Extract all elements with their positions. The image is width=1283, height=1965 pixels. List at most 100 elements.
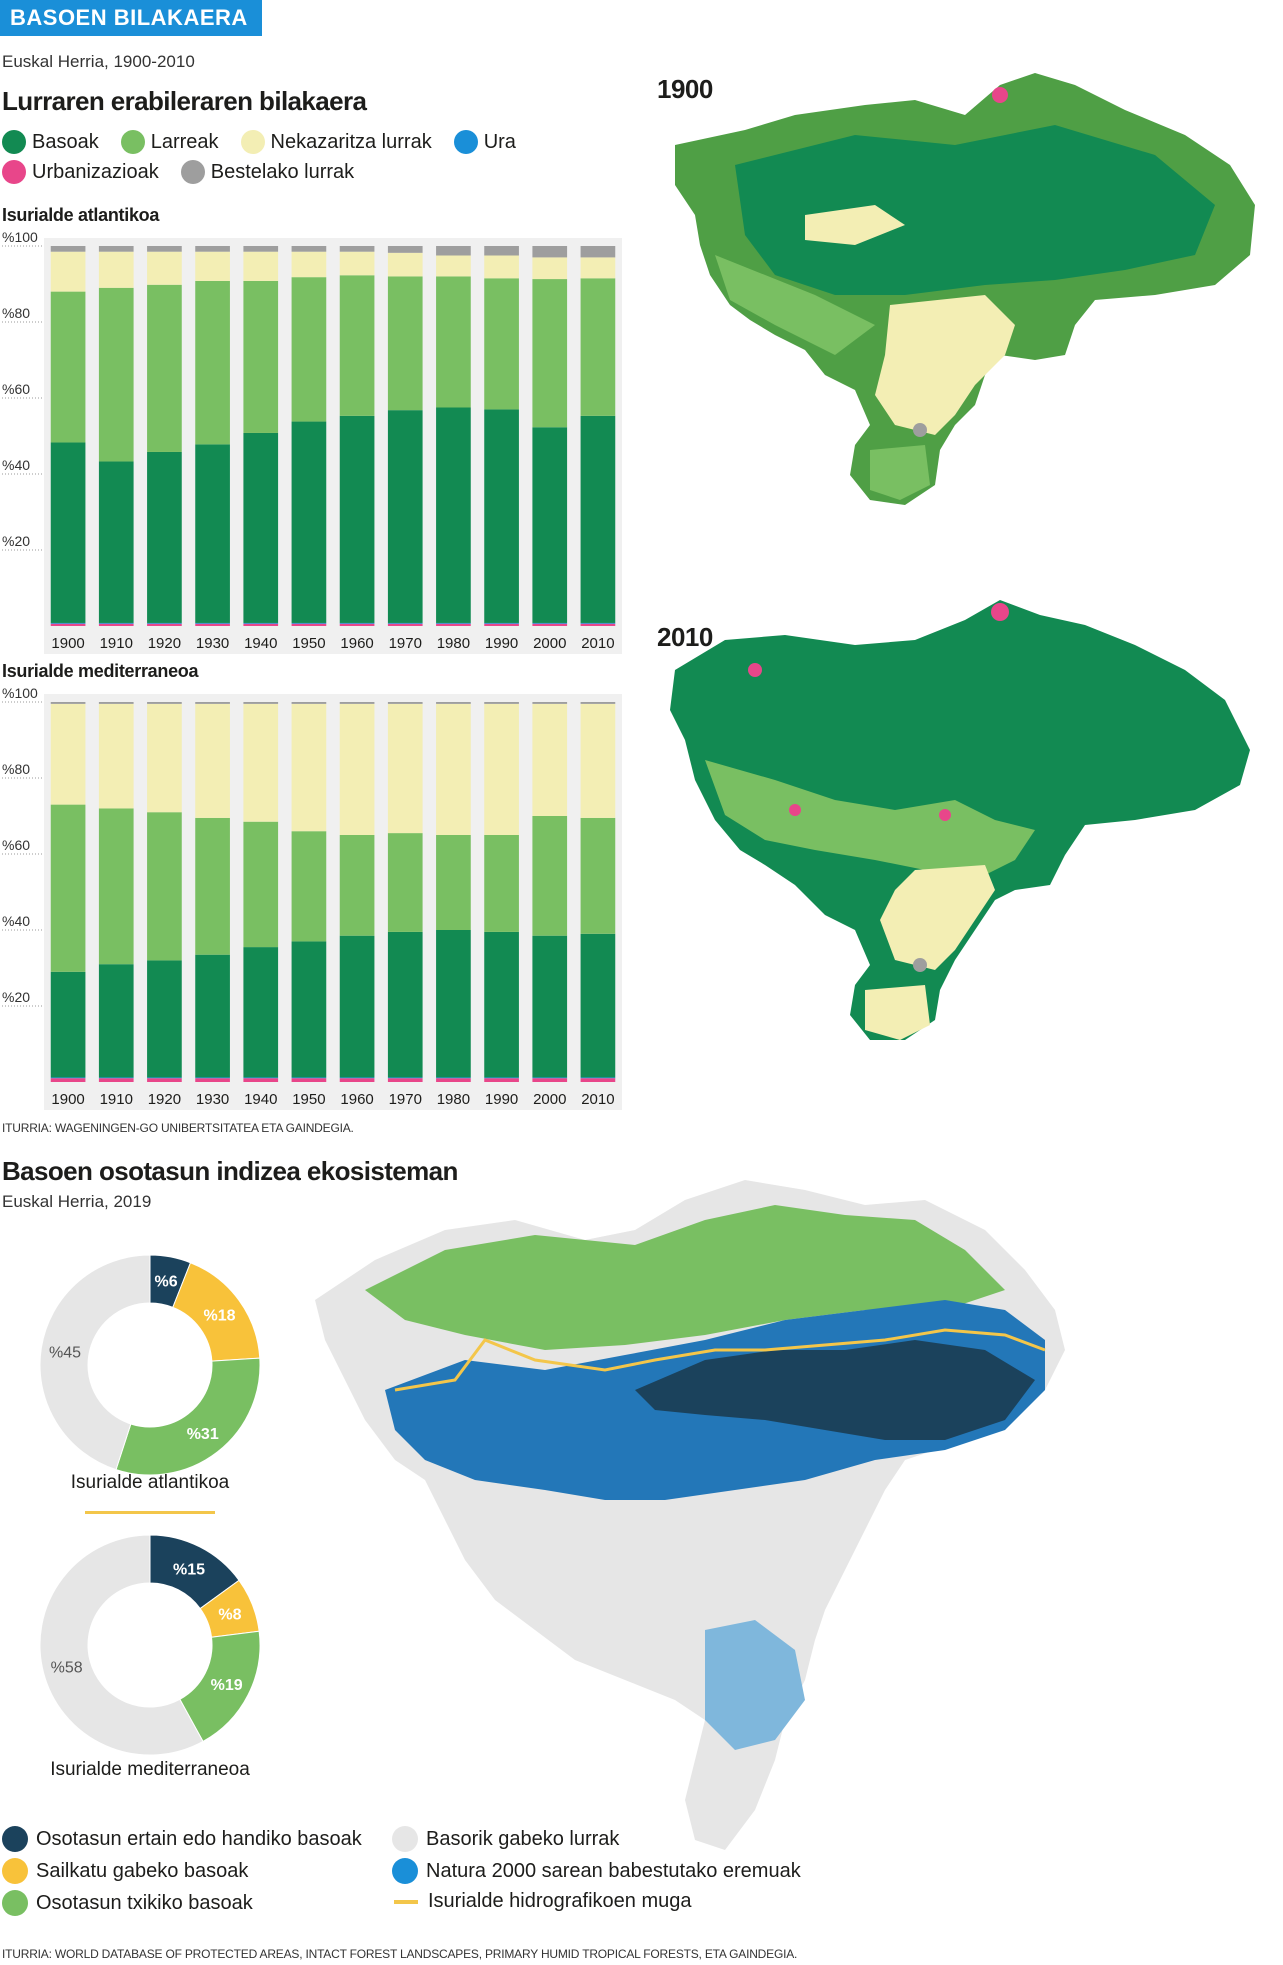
bar-segment-nekazaritza-lurrak — [387, 703, 423, 834]
section-banner: BASOEN BILAKAERA — [0, 0, 262, 36]
page-title: Lurraren erabileraren bilakaera — [2, 86, 367, 116]
bar-segment-urbanizazioak — [50, 1078, 86, 1082]
watershed-boundary — [394, 1328, 1046, 1392]
bar-segment-bestelako-lurrak — [339, 246, 375, 252]
bar-segment-nekazaritza-lurrak — [436, 255, 471, 277]
donut-title-atlantic: Isurialde atlantikoa — [70, 1472, 230, 1493]
bar-segment-bestelako-lurrak — [291, 246, 327, 252]
bar-segment-basoak — [147, 451, 182, 623]
map-urban-spot — [939, 809, 951, 821]
legend-swatch — [392, 1858, 418, 1884]
map-farmland-area — [875, 295, 1015, 435]
bar-segment-bestelako-lurrak — [580, 702, 616, 704]
mediterranean-stacked-bar-chart: %100 %80 %60 %40 %20 1900 1910 1920 1930 1940 1950… — [2, 688, 622, 1110]
donut-slice-label: %8 — [218, 1606, 241, 1623]
bar-segment-urbanizazioak — [339, 623, 375, 626]
bar-segment-urbanizazioak — [243, 623, 279, 626]
y-tick-label: %20 — [2, 533, 30, 549]
legend-item-water: Ura — [453, 130, 516, 154]
bar-segment-larreak — [147, 812, 182, 961]
bar-segment-urbanizazioak — [50, 623, 86, 626]
bar-segment-nekazaritza-lurrak — [580, 703, 616, 818]
bar-segment-ura — [98, 1077, 134, 1079]
bar-segment-bestelako-lurrak — [195, 246, 230, 252]
legend-label: Nekazaritza lurrak — [270, 130, 432, 153]
bar-segment-urbanizazioak — [243, 1078, 279, 1082]
bar-segment-bestelako-lurrak — [243, 246, 279, 252]
legend-swatch — [392, 1826, 418, 1852]
x-tick-label: 1970 — [389, 635, 422, 652]
bar-segment-larreak — [436, 276, 471, 408]
bar-segment-larreak — [98, 808, 134, 965]
bar-segment-larreak — [243, 280, 279, 433]
bar-segment-basoak — [195, 954, 230, 1078]
bar-segment-nekazaritza-lurrak — [532, 257, 568, 280]
bar-segment-urbanizazioak — [291, 1078, 327, 1082]
donut-slice — [115, 1357, 261, 1476]
bar-segment-nekazaritza-lurrak — [580, 257, 616, 279]
bar-segment-ura — [532, 1077, 568, 1079]
x-tick-label: 1900 — [51, 635, 84, 652]
bar-segment-bestelako-lurrak — [50, 246, 86, 252]
bar-segment-larreak — [195, 280, 230, 445]
bar-segment-ura — [147, 1077, 182, 1079]
legend-label: Natura 2000 sarean babestutako eremuak — [426, 1859, 801, 1882]
legend-label: Osotasun ertain edo handiko basoak — [36, 1827, 362, 1850]
legend-swatch — [2, 130, 26, 154]
bar-segment-larreak — [50, 804, 86, 972]
bar-segment-ura — [387, 1077, 423, 1079]
map-pasture-area — [870, 445, 930, 500]
bar-segment-ura — [484, 1077, 519, 1079]
donut-slice-label: %58 — [51, 1659, 83, 1676]
x-tick-label: 1960 — [340, 635, 373, 652]
map-year-1900: 1900 — [657, 74, 713, 104]
bar-segment-urbanizazioak — [580, 1078, 616, 1082]
bar-segment-bestelako-lurrak — [484, 246, 519, 256]
chart-title-atlantic: Isurialde atlantikoa — [2, 205, 160, 225]
bar-segment-nekazaritza-lurrak — [291, 703, 327, 832]
legend-label: Larreak — [150, 130, 219, 153]
bar-segment-bestelako-lurrak — [339, 702, 375, 704]
legend-label: Basorik gabeko lurrak — [426, 1827, 620, 1850]
x-tick-label: 1950 — [292, 635, 325, 652]
bar-segment-larreak — [387, 276, 423, 411]
bar-segment-nekazaritza-lurrak — [291, 251, 327, 278]
bar-segment-nekazaritza-lurrak — [484, 255, 519, 279]
map-other-spot — [913, 958, 927, 972]
legend-item-natura2000: Natura 2000 sarean babestutako eremuak — [392, 1858, 801, 1884]
donut-slice — [39, 1254, 151, 1471]
y-tick-label: %80 — [2, 305, 30, 321]
bar-segment-bestelako-lurrak — [532, 246, 568, 258]
bar-segment-nekazaritza-lurrak — [339, 703, 375, 835]
atlantic-low-integrity-forest — [365, 1205, 1005, 1350]
bar-segment-basoak — [580, 415, 616, 623]
x-tick-label: 1990 — [485, 1091, 518, 1108]
bar-segment-bestelako-lurrak — [147, 246, 182, 252]
legend-swatch — [2, 1890, 28, 1916]
bar-segment-ura — [436, 1077, 471, 1079]
map-urban-spot — [748, 663, 762, 677]
bar-segment-nekazaritza-lurrak — [147, 703, 182, 813]
map-forest-area — [735, 125, 1215, 295]
legend-item-other: Bestelako lurrak — [180, 160, 355, 184]
bar-segment-larreak — [147, 284, 182, 452]
page-subtitle: Euskal Herria, 1900-2010 — [2, 52, 195, 71]
bar-segment-bestelako-lurrak — [243, 702, 279, 704]
watershed-divider-line — [85, 1511, 215, 1514]
legend-item-pasture: Larreak — [120, 130, 219, 154]
bar-segment-basoak — [291, 941, 327, 1078]
bar-segment-urbanizazioak — [532, 623, 568, 626]
map-other-spot — [913, 423, 927, 437]
bar-segment-nekazaritza-lurrak — [50, 251, 86, 292]
legend-swatch — [2, 1858, 28, 1884]
x-tick-label: 1970 — [389, 1091, 422, 1108]
bar-segment-nekazaritza-lurrak — [339, 251, 375, 276]
bar-segment-bestelako-lurrak — [532, 702, 568, 704]
bar-segment-nekazaritza-lurrak — [195, 251, 230, 281]
bar-segment-basoak — [339, 935, 375, 1078]
y-tick-label: %40 — [2, 913, 30, 929]
bar-segment-ura — [195, 1077, 230, 1079]
legend-label: Bestelako lurrak — [210, 160, 355, 183]
bar-segment-ura — [291, 622, 327, 624]
legend-item-forest: Basoak — [2, 130, 99, 154]
